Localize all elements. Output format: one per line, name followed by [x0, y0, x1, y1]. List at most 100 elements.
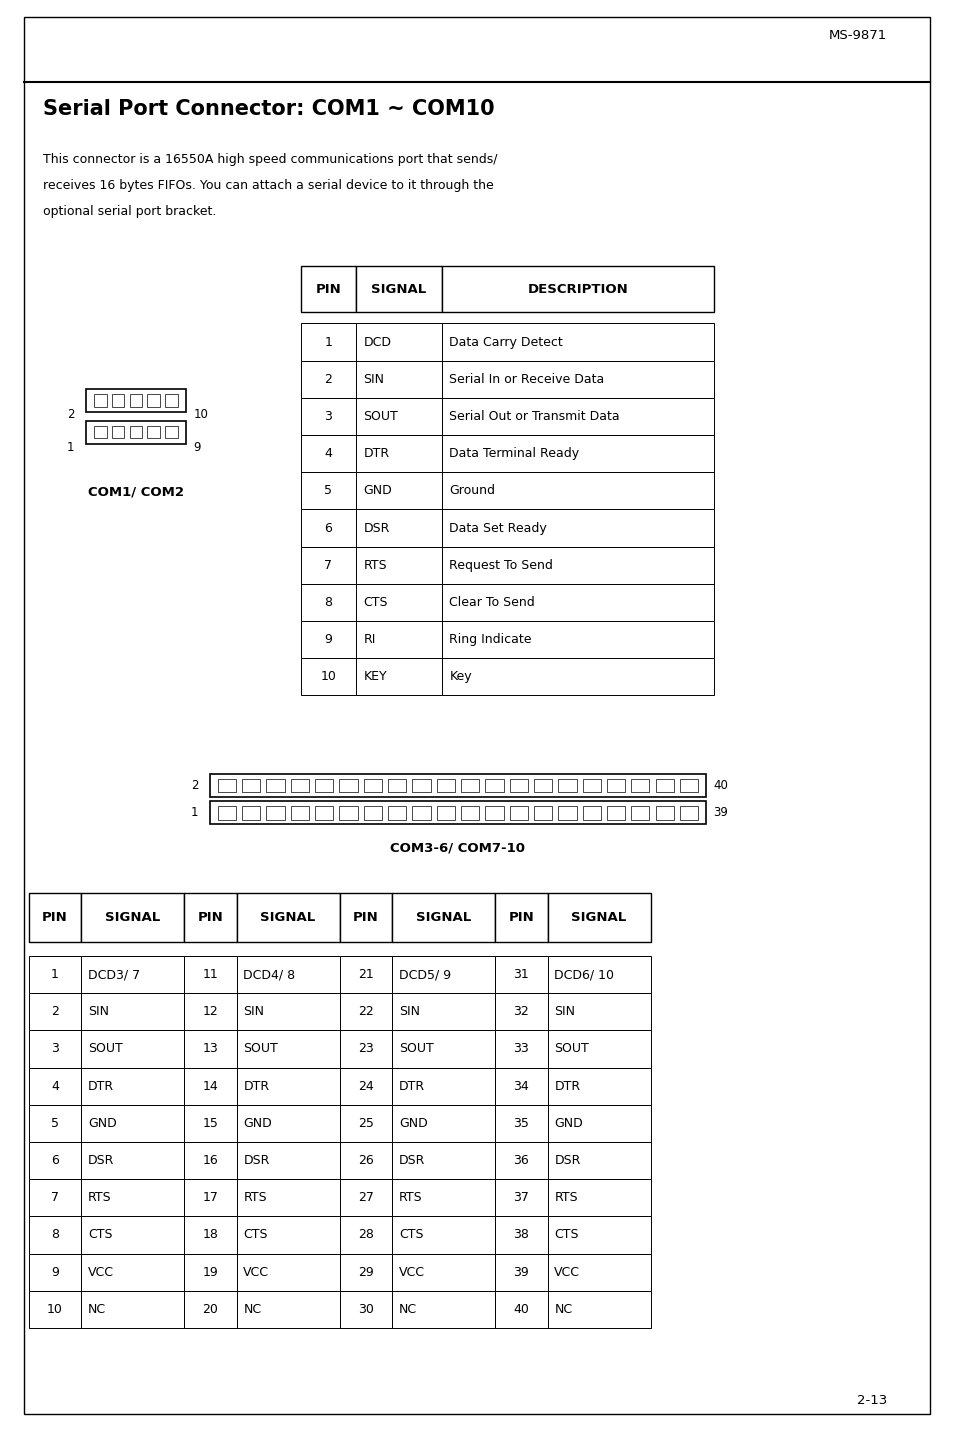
- Text: DCD6/ 10: DCD6/ 10: [554, 967, 614, 982]
- Bar: [236, 1291, 339, 1328]
- Text: DTR: DTR: [554, 1079, 579, 1093]
- Text: CTS: CTS: [363, 595, 388, 610]
- Bar: [392, 1254, 495, 1291]
- Bar: [441, 584, 713, 621]
- Text: 4: 4: [324, 446, 332, 461]
- Bar: [266, 778, 284, 793]
- Bar: [495, 1179, 547, 1216]
- Bar: [631, 778, 649, 793]
- Text: DSR: DSR: [398, 1153, 425, 1168]
- Text: 2-13: 2-13: [856, 1394, 886, 1407]
- Text: 40: 40: [513, 1302, 529, 1317]
- Text: 19: 19: [202, 1265, 218, 1279]
- Bar: [441, 509, 713, 547]
- Text: SIN: SIN: [398, 1005, 419, 1019]
- Bar: [29, 1254, 81, 1291]
- Bar: [184, 1030, 236, 1068]
- Text: RTS: RTS: [554, 1191, 578, 1205]
- Bar: [29, 1068, 81, 1105]
- Bar: [441, 398, 713, 435]
- Text: 25: 25: [357, 1116, 374, 1130]
- Text: SIGNAL: SIGNAL: [371, 282, 426, 296]
- Bar: [130, 395, 142, 406]
- Bar: [606, 778, 624, 793]
- Bar: [547, 956, 650, 993]
- Bar: [210, 801, 705, 824]
- Text: RI: RI: [363, 633, 375, 647]
- Bar: [547, 1030, 650, 1068]
- Text: SIGNAL: SIGNAL: [571, 910, 626, 924]
- Bar: [485, 778, 503, 793]
- Text: 39: 39: [513, 1265, 529, 1279]
- Bar: [495, 1068, 547, 1105]
- Text: SIN: SIN: [554, 1005, 575, 1019]
- Bar: [236, 1254, 339, 1291]
- Bar: [236, 1216, 339, 1254]
- Text: 24: 24: [357, 1079, 374, 1093]
- Bar: [300, 398, 355, 435]
- Text: GND: GND: [243, 1116, 272, 1130]
- Text: COM1/ COM2: COM1/ COM2: [88, 485, 184, 498]
- Bar: [236, 993, 339, 1030]
- Bar: [81, 1068, 184, 1105]
- Text: RTS: RTS: [88, 1191, 112, 1205]
- Bar: [547, 1291, 650, 1328]
- Bar: [300, 266, 355, 312]
- Text: 31: 31: [513, 967, 529, 982]
- Text: CTS: CTS: [398, 1228, 423, 1242]
- Text: 27: 27: [357, 1191, 374, 1205]
- Bar: [184, 1179, 236, 1216]
- Text: CTS: CTS: [88, 1228, 112, 1242]
- Bar: [300, 621, 355, 658]
- Bar: [339, 1142, 392, 1179]
- Text: 5: 5: [51, 1116, 59, 1130]
- Text: CTS: CTS: [243, 1228, 268, 1242]
- Text: 2: 2: [67, 408, 74, 421]
- Text: 3: 3: [324, 409, 332, 424]
- Text: 26: 26: [357, 1153, 374, 1168]
- Bar: [412, 778, 430, 793]
- Bar: [441, 323, 713, 361]
- Bar: [29, 893, 81, 942]
- Bar: [388, 778, 406, 793]
- Bar: [184, 1254, 236, 1291]
- Text: GND: GND: [88, 1116, 116, 1130]
- Bar: [547, 893, 650, 942]
- Bar: [130, 426, 142, 438]
- Bar: [29, 1142, 81, 1179]
- Bar: [184, 893, 236, 942]
- Bar: [112, 426, 124, 438]
- Text: Data Terminal Ready: Data Terminal Ready: [449, 446, 578, 461]
- Text: 34: 34: [513, 1079, 529, 1093]
- Text: DSR: DSR: [363, 521, 390, 535]
- Bar: [547, 1254, 650, 1291]
- Bar: [29, 1179, 81, 1216]
- Text: 30: 30: [357, 1302, 374, 1317]
- Text: CTS: CTS: [554, 1228, 578, 1242]
- Text: MS-9871: MS-9871: [828, 29, 886, 41]
- Bar: [236, 893, 339, 942]
- Bar: [547, 993, 650, 1030]
- Bar: [392, 1291, 495, 1328]
- Bar: [558, 778, 576, 793]
- Bar: [495, 956, 547, 993]
- Bar: [547, 1105, 650, 1142]
- Text: NC: NC: [398, 1302, 416, 1317]
- Bar: [509, 778, 527, 793]
- Bar: [355, 398, 441, 435]
- Bar: [495, 1291, 547, 1328]
- Text: 9: 9: [193, 441, 201, 455]
- Bar: [392, 956, 495, 993]
- Text: SIN: SIN: [363, 372, 384, 386]
- Text: DTR: DTR: [363, 446, 389, 461]
- Bar: [606, 806, 624, 820]
- Text: Ring Indicate: Ring Indicate: [449, 633, 531, 647]
- Text: Serial Port Connector: COM1 ~ COM10: Serial Port Connector: COM1 ~ COM10: [43, 99, 494, 119]
- Text: SIGNAL: SIGNAL: [260, 910, 315, 924]
- Text: 8: 8: [324, 595, 332, 610]
- Text: 21: 21: [357, 967, 374, 982]
- Bar: [217, 778, 235, 793]
- Text: SOUT: SOUT: [398, 1042, 433, 1056]
- Text: 36: 36: [513, 1153, 529, 1168]
- Bar: [184, 993, 236, 1030]
